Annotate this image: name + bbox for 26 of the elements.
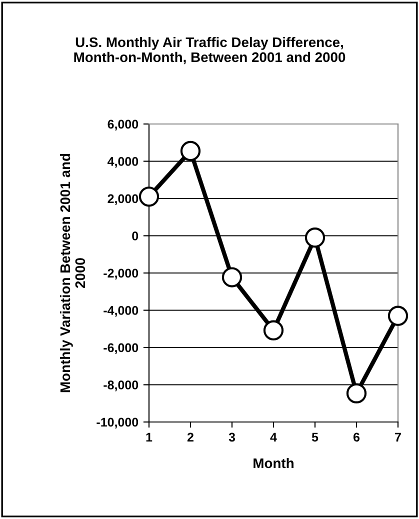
point: [222, 267, 242, 288]
point: [263, 320, 284, 340]
point: [304, 228, 326, 248]
y-tick-label: -2,000: [104, 268, 138, 280]
y-tick-label: -8,000: [104, 380, 138, 392]
y-tick-label: 2,000: [108, 194, 138, 205]
x-tick-label: 7: [395, 432, 401, 442]
x-tick-label: 4: [270, 432, 277, 442]
x-tick-label: 5: [312, 432, 318, 442]
y-axis-title: Monthly Variation Between 2001 and 2000: [60, 154, 86, 392]
chart-title: U.S. Monthly Air Traffic Delay Difference, Month-on-Month, Between 2001 and 2000: [74, 36, 346, 64]
point: [388, 306, 408, 326]
x-tick-label: 1: [146, 432, 152, 442]
x-tick-label: 6: [353, 432, 360, 442]
x-tick-label: 3: [228, 432, 236, 442]
y-tick-label: 6,000: [108, 120, 138, 130]
x-axis-title: Month: [254, 458, 294, 468]
point: [346, 383, 367, 404]
y-tick-label: -6,000: [104, 343, 138, 354]
y-tick-label: 4,000: [107, 157, 138, 168]
point: [180, 140, 201, 162]
y-tick-label: -4,000: [104, 306, 138, 317]
y-tick-label: -10,000: [96, 418, 138, 428]
x-tick-label: 2: [187, 432, 194, 442]
point: [138, 186, 160, 207]
y-tick-label: 0: [132, 232, 138, 240]
